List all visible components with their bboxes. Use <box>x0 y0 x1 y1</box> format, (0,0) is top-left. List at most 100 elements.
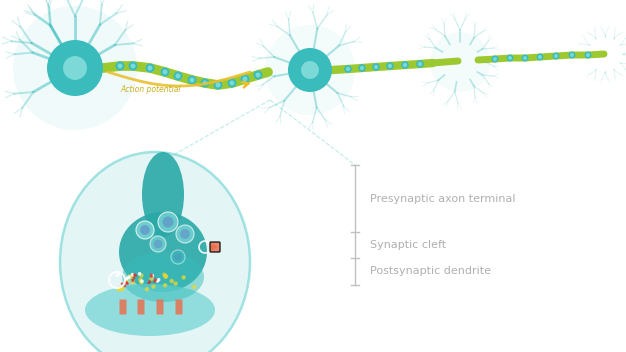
Circle shape <box>138 272 141 276</box>
Circle shape <box>254 70 262 80</box>
Circle shape <box>118 63 123 69</box>
Circle shape <box>188 75 197 84</box>
Text: Postsynaptic dendrite: Postsynaptic dendrite <box>370 266 491 277</box>
Circle shape <box>150 274 153 276</box>
Circle shape <box>200 78 210 88</box>
Circle shape <box>131 279 134 282</box>
Circle shape <box>163 216 173 227</box>
FancyBboxPatch shape <box>175 300 183 314</box>
Circle shape <box>145 63 155 73</box>
Circle shape <box>138 278 143 282</box>
Circle shape <box>163 275 168 279</box>
Circle shape <box>171 250 185 264</box>
Circle shape <box>134 274 137 277</box>
Circle shape <box>145 287 149 291</box>
Circle shape <box>388 64 392 68</box>
Circle shape <box>148 65 153 70</box>
Circle shape <box>170 279 174 283</box>
Ellipse shape <box>119 212 207 292</box>
Circle shape <box>192 285 197 289</box>
Circle shape <box>125 281 128 284</box>
Circle shape <box>131 280 135 284</box>
Text: Action potential: Action potential <box>120 85 180 94</box>
Circle shape <box>493 57 497 61</box>
Circle shape <box>47 40 103 96</box>
Ellipse shape <box>122 252 204 302</box>
Circle shape <box>125 277 128 281</box>
Circle shape <box>155 279 159 283</box>
Circle shape <box>430 32 490 92</box>
Circle shape <box>115 274 119 277</box>
Circle shape <box>13 6 137 130</box>
Circle shape <box>154 278 157 281</box>
Circle shape <box>148 280 151 283</box>
Circle shape <box>570 53 574 57</box>
Circle shape <box>140 225 150 235</box>
FancyBboxPatch shape <box>120 300 126 314</box>
Circle shape <box>585 51 592 58</box>
Circle shape <box>139 274 143 278</box>
Circle shape <box>153 240 162 249</box>
Circle shape <box>344 65 352 73</box>
Circle shape <box>372 63 380 71</box>
Circle shape <box>123 284 126 287</box>
Circle shape <box>139 280 143 285</box>
Circle shape <box>133 273 136 276</box>
Circle shape <box>176 225 194 243</box>
Circle shape <box>242 76 247 81</box>
Circle shape <box>117 272 121 276</box>
Circle shape <box>568 51 575 58</box>
Circle shape <box>173 281 178 286</box>
Circle shape <box>132 276 135 279</box>
Text: Presynaptic axon terminal: Presynaptic axon terminal <box>370 194 515 203</box>
Circle shape <box>140 279 144 283</box>
Circle shape <box>523 56 527 60</box>
Circle shape <box>150 276 154 281</box>
Circle shape <box>213 81 222 89</box>
FancyBboxPatch shape <box>156 300 163 314</box>
Circle shape <box>162 272 167 277</box>
Circle shape <box>240 75 250 83</box>
Circle shape <box>130 275 134 279</box>
Circle shape <box>401 61 409 69</box>
Circle shape <box>586 53 590 57</box>
Circle shape <box>153 280 156 283</box>
FancyBboxPatch shape <box>138 300 145 314</box>
Circle shape <box>128 62 138 70</box>
Circle shape <box>491 56 498 63</box>
Text: Synaptic cleft: Synaptic cleft <box>370 240 446 250</box>
Circle shape <box>163 283 167 288</box>
Circle shape <box>147 281 150 284</box>
Circle shape <box>160 68 170 76</box>
Circle shape <box>346 67 350 71</box>
Circle shape <box>360 66 364 70</box>
Circle shape <box>416 60 424 68</box>
Circle shape <box>62 55 88 81</box>
Circle shape <box>203 81 207 86</box>
Ellipse shape <box>142 152 184 237</box>
Circle shape <box>418 62 422 66</box>
Circle shape <box>131 63 135 69</box>
Circle shape <box>265 25 355 115</box>
Circle shape <box>182 275 186 279</box>
Circle shape <box>157 278 160 282</box>
Circle shape <box>131 273 135 277</box>
Circle shape <box>150 236 166 252</box>
Circle shape <box>126 282 129 285</box>
Ellipse shape <box>85 284 215 336</box>
Circle shape <box>508 56 512 60</box>
Circle shape <box>553 52 560 59</box>
Circle shape <box>163 70 168 75</box>
Circle shape <box>136 221 154 239</box>
Circle shape <box>164 274 168 278</box>
Circle shape <box>150 275 153 278</box>
Circle shape <box>120 286 124 290</box>
Circle shape <box>374 65 378 69</box>
Circle shape <box>118 286 122 291</box>
Circle shape <box>116 62 125 70</box>
Circle shape <box>554 54 558 58</box>
Circle shape <box>538 55 542 59</box>
Circle shape <box>175 74 180 78</box>
Circle shape <box>506 55 513 62</box>
Circle shape <box>173 71 183 81</box>
